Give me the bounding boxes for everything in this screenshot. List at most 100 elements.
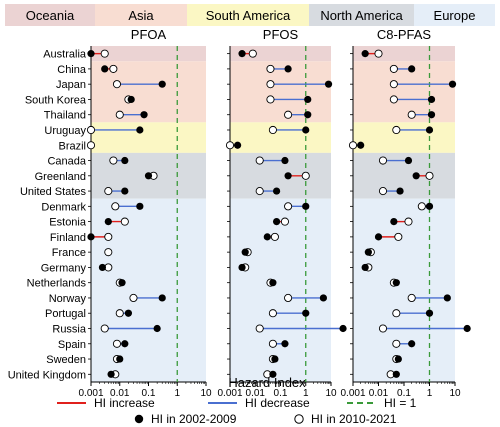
marker-2002-2009 [408,340,416,348]
marker-2002-2009 [284,172,292,180]
marker-2002-2009 [121,340,129,348]
marker-2010-2021 [392,125,401,135]
country-label: Portugal [45,308,86,320]
country-label: Sweden [46,354,86,366]
x-tick-label: 1 [174,388,180,399]
marker-2002-2009 [304,111,312,119]
marker-2002-2009 [443,294,451,302]
panel-title: PFOS [263,27,299,42]
marker-2002-2009 [361,50,369,58]
marker-2002-2009 [238,50,246,58]
marker-2010-2021 [104,187,113,196]
country-label: Spain [58,339,86,351]
x-tick-label: 10 [325,388,337,399]
region-band [353,122,455,153]
region-legend-label: Europe [434,8,476,23]
marker-2010-2021 [417,202,426,211]
country-label: Australia [43,49,87,61]
x-axis-label: Hazard Index [228,375,306,390]
legend-increase-label: HI increase [94,396,155,410]
country-label: Finland [50,232,86,244]
marker-2002-2009 [427,111,436,119]
country-label: Greenland [35,171,86,183]
marker-2010-2021 [129,293,138,303]
marker-2010-2021 [394,232,403,241]
marker-2002-2009 [357,141,365,149]
country-label: Netherlands [27,278,87,290]
marker-2010-2021 [425,171,434,180]
marker-2002-2009 [302,202,310,210]
country-label: Thailand [44,110,86,122]
x-tick-label: 0.001 [340,388,365,399]
marker-2002-2009 [392,279,400,287]
region-legend-swatch [187,4,309,26]
x-tick-label: 10 [200,388,212,399]
legend-early-marker [134,414,144,424]
panel-title: PFOA [131,27,167,42]
marker-2002-2009 [272,218,281,226]
marker-2002-2009 [319,294,327,302]
marker-2010-2021 [389,64,398,73]
marker-2010-2021 [86,125,96,135]
region-legend-label: North America [320,8,403,23]
region-band [353,61,455,123]
marker-2010-2021 [115,110,124,119]
marker-2002-2009 [302,126,310,134]
region-band [230,122,331,153]
marker-2010-2021 [100,324,109,333]
marker-2010-2021 [348,141,358,150]
marker-2010-2021 [112,339,122,348]
marker-2010-2021 [109,64,118,73]
marker-2010-2021 [284,202,293,211]
marker-2010-2021 [270,232,279,241]
marker-2002-2009 [127,95,135,104]
marker-2002-2009 [412,172,420,180]
marker-2002-2009 [98,263,107,272]
marker-2002-2009 [269,279,277,287]
marker-2002-2009 [136,126,144,134]
legend-decrease-label: HI decrease [245,396,310,410]
marker-2002-2009 [269,370,277,378]
marker-2010-2021 [280,217,289,226]
country-label: Denmark [41,201,86,213]
marker-2002-2009 [361,263,369,272]
x-tick-label: 10 [449,388,461,399]
region-band [230,152,331,199]
marker-2002-2009 [87,233,95,241]
x-tick-label: 0.1 [397,388,411,399]
marker-2002-2009 [101,65,109,73]
marker-2002-2009 [324,80,333,88]
marker-2002-2009 [121,156,129,165]
marker-2010-2021 [392,339,401,348]
marker-2010-2021 [112,80,122,89]
country-label: South Korea [25,94,87,106]
marker-2002-2009 [425,126,434,134]
country-label: United Kingdom [8,369,86,381]
marker-2002-2009 [404,156,413,165]
marker-2010-2021 [284,293,293,303]
region-band [91,61,206,123]
marker-2002-2009 [425,202,434,210]
marker-2002-2009 [121,187,129,195]
marker-2002-2009 [390,218,398,226]
marker-2010-2021 [389,95,398,104]
marker-2002-2009 [302,309,310,317]
marker-2010-2021 [268,125,277,135]
marker-2010-2021 [378,324,388,333]
marker-2002-2009 [427,95,436,104]
country-label: China [57,64,87,76]
marker-2010-2021 [392,309,401,318]
marker-2002-2009 [118,279,126,287]
region-band [91,198,206,382]
country-label: Estonia [49,217,87,229]
marker-2010-2021 [255,324,264,333]
marker-2010-2021 [407,110,416,119]
region-band [353,152,455,199]
marker-2002-2009 [281,156,289,165]
marker-2002-2009 [124,309,133,317]
legend-threshold-label: HI = 1 [384,396,417,410]
country-label: Norway [49,293,87,305]
panel-title: C8-PFAS [377,27,432,42]
marker-2010-2021 [266,95,275,104]
